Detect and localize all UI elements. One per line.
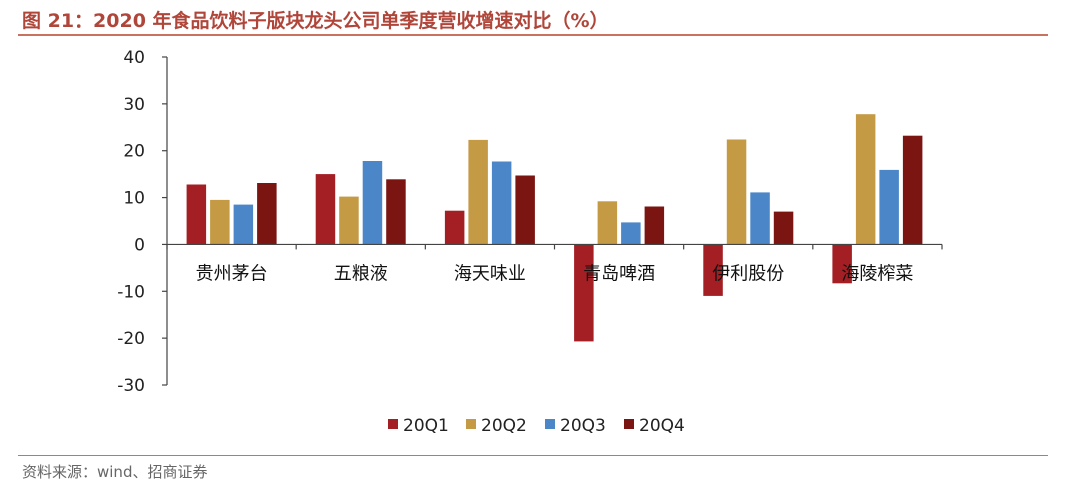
- source-note: 资料来源：wind、招商证券: [22, 463, 208, 481]
- legend-label: 20Q2: [481, 416, 527, 436]
- bar-20q1: [832, 244, 852, 284]
- legend-swatch: [388, 419, 398, 429]
- bar-20q4: [257, 183, 277, 245]
- bar-20q3: [879, 169, 899, 245]
- footer-rule: [18, 455, 1048, 456]
- legend-swatch: [624, 419, 634, 429]
- legend: 20Q1 20Q2 20Q3 20Q4: [388, 416, 685, 436]
- y-axis: -30 -20 -10 0 10 20 30 40: [117, 48, 168, 396]
- category-label: 海天味业: [454, 263, 526, 284]
- legend-label: 20Q3: [560, 416, 606, 436]
- category-label: 五粮液: [334, 263, 388, 284]
- legend-swatch: [545, 419, 555, 429]
- bar-20q1: [186, 184, 207, 245]
- category-label: 青岛啤酒: [583, 263, 655, 284]
- y-tick-label: 10: [123, 189, 145, 209]
- bar-20q1: [574, 244, 594, 342]
- bar-20q1: [315, 174, 336, 245]
- bar-20q1: [444, 210, 465, 245]
- bar-20q2: [597, 201, 618, 245]
- bar-20q1: [703, 244, 723, 296]
- legend-swatch: [466, 419, 476, 429]
- y-tick-label: 20: [123, 142, 145, 162]
- bar-20q3: [233, 204, 254, 245]
- bar-20q4: [773, 211, 794, 245]
- legend-label: 20Q4: [639, 416, 685, 436]
- bar-chart: -30 -20 -10 0 10 20 30 40 贵州茅台 五粮液 海天味业 青岛啤酒 伊利股份 海陵…: [117, 48, 943, 436]
- figure-title: 图 21：2020 年食品饮料子版块龙头公司单季度营收增速对比（%）: [22, 10, 609, 32]
- y-tick-label: -30: [117, 376, 145, 396]
- bar-20q3: [362, 161, 383, 245]
- y-tick-label: -20: [117, 329, 145, 349]
- bar-20q3: [491, 161, 512, 245]
- title-rule: [18, 34, 1048, 36]
- bar-20q2: [339, 196, 359, 245]
- y-tick-label: 0: [134, 235, 145, 255]
- bar-20q4: [515, 175, 535, 245]
- bar-20q3: [621, 222, 641, 245]
- category-label: 伊利股份: [712, 263, 784, 284]
- bar-20q2: [726, 139, 747, 245]
- y-tick-label: 40: [123, 48, 145, 68]
- bar-20q2: [210, 199, 230, 245]
- y-tick-label: 30: [123, 95, 145, 115]
- x-axis: 贵州茅台 五粮液 海天味业 青岛啤酒 伊利股份 海陵榨菜: [166, 243, 943, 284]
- bar-20q4: [644, 206, 665, 245]
- category-label: 贵州茅台: [196, 263, 268, 284]
- bar-20q3: [750, 192, 770, 245]
- y-tick-label: -10: [117, 282, 145, 302]
- bar-20q4: [902, 135, 923, 245]
- bar-20q2: [468, 139, 488, 245]
- bar-20q2: [855, 114, 876, 245]
- category-label: 海陵榨菜: [841, 263, 913, 284]
- bars: [186, 114, 923, 342]
- bar-20q4: [386, 179, 406, 245]
- legend-label: 20Q1: [403, 416, 449, 436]
